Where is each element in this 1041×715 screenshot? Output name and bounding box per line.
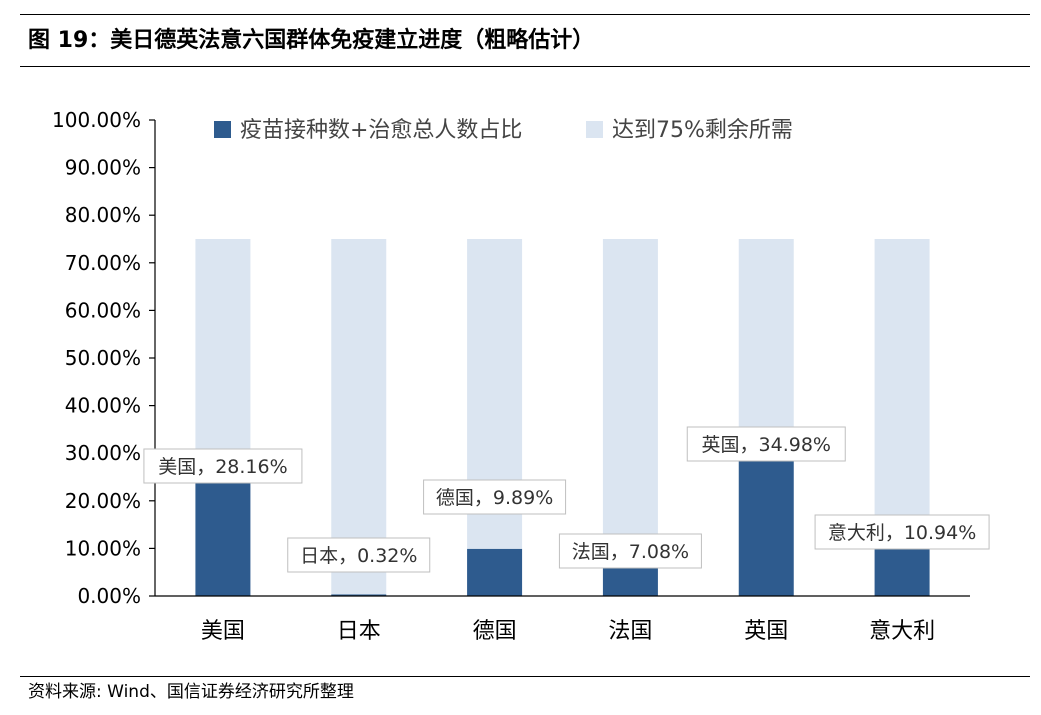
source-note: 资料来源: Wind、国信证券经济研究所整理 xyxy=(28,682,354,702)
data-labels: 美国，28.16% 日本，0.32% 德国，9.89% 法国，7.08% 英国，34.9… xyxy=(143,426,990,573)
bottom-rule xyxy=(20,676,1030,677)
data-label-text: 法国，7.08% xyxy=(572,541,689,563)
bar-achieved-0 xyxy=(195,461,251,596)
x-tick-label: 意大利 xyxy=(869,619,935,644)
data-label-3: 法国，7.08% xyxy=(558,533,702,569)
x-tick-label: 法国 xyxy=(608,619,652,644)
legend-swatch-0 xyxy=(214,121,231,138)
top-rule xyxy=(20,14,1030,15)
y-axis: 0.00% 10.00% 20.00% 30.00% 40.00% 50.00% 60.00… xyxy=(52,108,156,608)
bar-achieved-1 xyxy=(331,594,387,596)
data-label-0: 美国，28.16% xyxy=(143,448,303,484)
legend-label-0: 疫苗接种数+治愈总人数占比 xyxy=(240,118,522,143)
y-tick-label: 0.00% xyxy=(77,584,141,608)
data-label-box xyxy=(686,426,846,462)
bar-remaining-5 xyxy=(874,239,930,544)
title-underline xyxy=(20,66,1030,67)
data-label-box xyxy=(423,479,567,515)
data-label-box xyxy=(287,537,431,573)
bar-achieved-5 xyxy=(874,543,930,596)
data-label-text: 英国，34.98% xyxy=(702,434,831,456)
x-tick-label: 英国 xyxy=(744,619,788,644)
y-tick-label: 50.00% xyxy=(65,346,141,370)
y-tick-label: 70.00% xyxy=(65,251,141,275)
bar-achieved-2 xyxy=(467,548,523,596)
x-tick-label: 美国 xyxy=(201,619,245,644)
data-label-text: 德国，9.89% xyxy=(436,487,553,509)
bar-remaining-1 xyxy=(331,239,387,595)
x-axis: 美国 日本 德国 法国 英国 意大利 xyxy=(155,595,970,644)
x-tick-label: 德国 xyxy=(473,619,517,644)
data-label-text: 美国，28.16% xyxy=(158,456,287,478)
data-label-text: 日本，0.32% xyxy=(300,545,417,567)
data-label-1: 日本，0.32% xyxy=(287,537,431,573)
y-tick-label: 40.00% xyxy=(65,394,141,418)
data-label-4: 英国，34.98% xyxy=(686,426,846,462)
data-label-box xyxy=(558,533,702,569)
y-tick-label: 90.00% xyxy=(65,156,141,180)
y-tick-label: 10.00% xyxy=(65,536,141,560)
y-tick-label: 80.00% xyxy=(65,203,141,227)
legend-swatch-1 xyxy=(586,121,603,138)
bar-remaining-3 xyxy=(602,239,658,563)
bar-remaining-0 xyxy=(195,239,251,462)
figure-title: 图 19：美日德英法意六国群体免疫建立进度（粗略估计） xyxy=(28,28,595,53)
legend-label-1: 达到75%剩余所需 xyxy=(612,118,793,143)
y-tick-label: 100.00% xyxy=(52,108,141,132)
bar-remaining-4 xyxy=(738,239,794,430)
y-tick-label: 60.00% xyxy=(65,298,141,322)
data-label-2: 德国，9.89% xyxy=(423,479,567,515)
achieved-series xyxy=(195,429,930,596)
legend: 疫苗接种数+治愈总人数占比 达到75%剩余所需 xyxy=(214,118,793,143)
x-tick-label: 日本 xyxy=(337,619,381,644)
data-label-5: 意大利，10.94% xyxy=(814,514,990,550)
data-label-box xyxy=(143,448,303,484)
data-label-box xyxy=(814,514,990,550)
data-label-text: 意大利，10.94% xyxy=(828,522,976,544)
y-tick-label: 30.00% xyxy=(65,441,141,465)
y-tick-label: 20.00% xyxy=(65,489,141,513)
